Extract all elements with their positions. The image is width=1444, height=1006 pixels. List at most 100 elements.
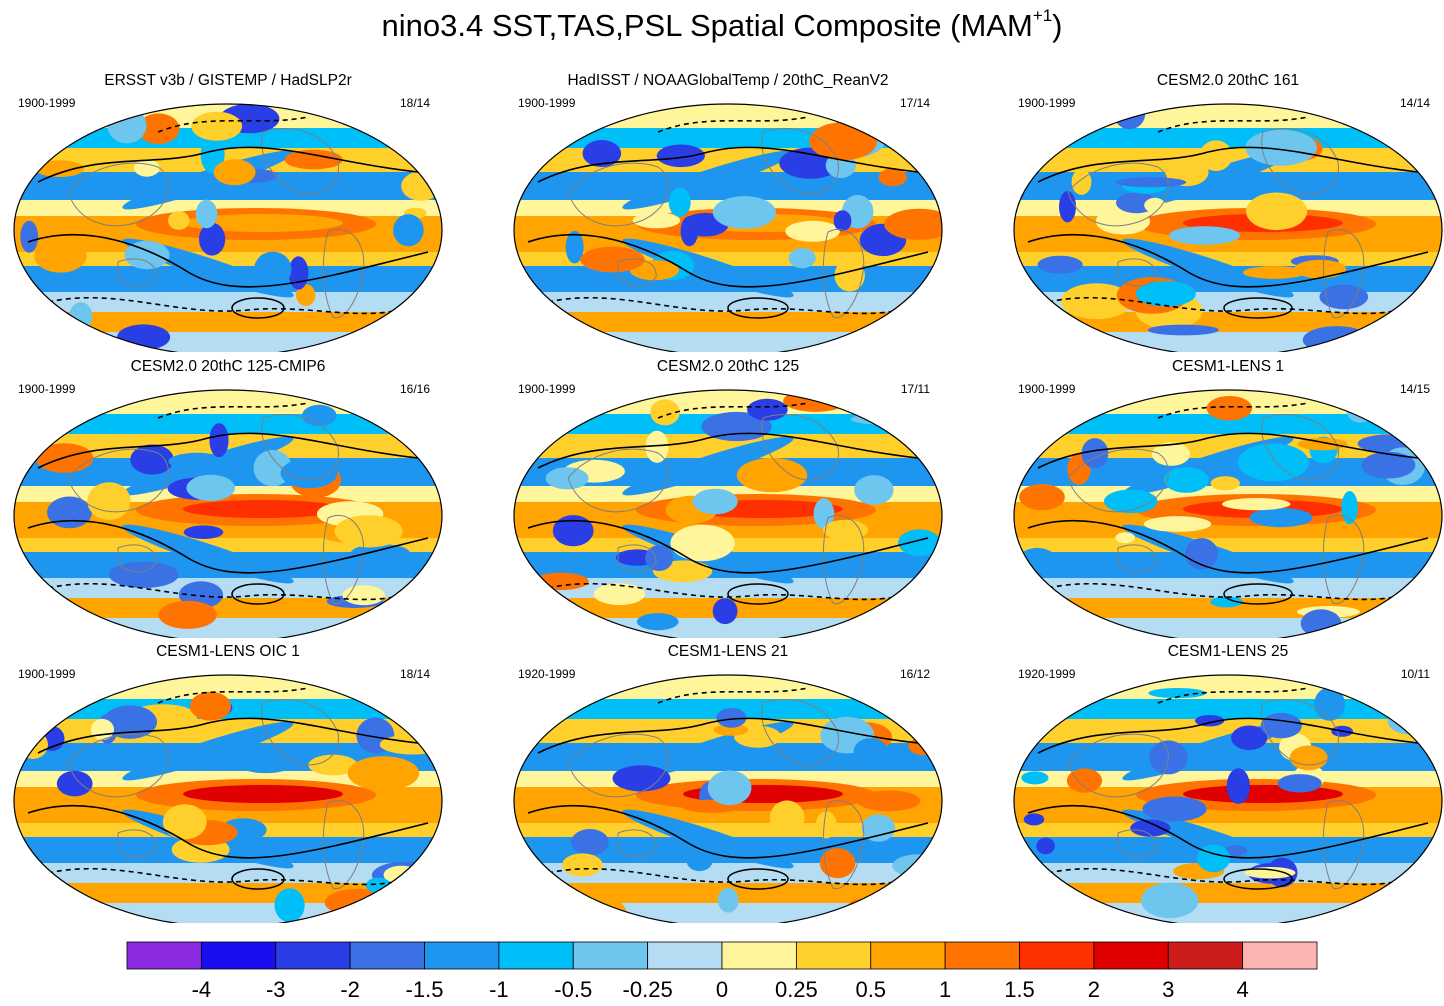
map-outline bbox=[13, 674, 443, 923]
anomaly-patch bbox=[736, 457, 808, 493]
panel-title: HadISST / NOAAGlobalTemp / 20thC_ReanV2 bbox=[567, 72, 889, 89]
coastline bbox=[567, 733, 669, 798]
anomaly-patch bbox=[19, 606, 59, 630]
psl-contour bbox=[27, 234, 429, 288]
anomaly-patch bbox=[1237, 443, 1309, 482]
anomaly-patch bbox=[213, 159, 256, 186]
anomaly-patch bbox=[707, 770, 752, 806]
psl-contour bbox=[527, 234, 929, 288]
psl-contour bbox=[47, 296, 409, 315]
anomaly-patch bbox=[1249, 508, 1313, 528]
anomaly-patch bbox=[713, 723, 749, 736]
colorbar-swatch bbox=[424, 941, 500, 970]
anomaly-patch bbox=[1019, 484, 1065, 511]
coastline bbox=[67, 162, 169, 227]
anomaly-patch bbox=[1036, 837, 1055, 855]
panel-years: 1920-1999 bbox=[518, 667, 576, 681]
title-superscript: +1 bbox=[1032, 5, 1053, 25]
anomaly-patch bbox=[668, 187, 691, 217]
anomaly-patch bbox=[130, 444, 174, 475]
anomaly-patch bbox=[880, 608, 939, 638]
map-panel: CESM1-LENS 1 1900-1999 14/15 bbox=[1008, 358, 1444, 638]
anomaly-patch bbox=[848, 898, 883, 911]
psl-contour bbox=[37, 717, 419, 754]
anomaly-patch bbox=[1361, 451, 1416, 479]
colorbar-tick-label: -0.5 bbox=[554, 977, 592, 1002]
coastline bbox=[1117, 829, 1157, 858]
map-svg bbox=[13, 674, 443, 923]
anomaly-patch bbox=[884, 208, 942, 240]
anomaly-patch bbox=[686, 849, 713, 872]
psl-contour bbox=[657, 116, 809, 133]
panel-title: CESM2.0 20thC 125-CMIP6 bbox=[130, 358, 326, 375]
colorbar-swatch bbox=[275, 941, 351, 970]
map-outline bbox=[1013, 389, 1443, 638]
psl-contour bbox=[547, 582, 909, 601]
anomaly-patch bbox=[822, 519, 869, 541]
anomaly-patch bbox=[284, 149, 343, 170]
colorbar-tick-label: -3 bbox=[266, 977, 286, 1002]
anomaly-patch bbox=[769, 800, 805, 836]
anomaly-patch bbox=[593, 583, 646, 606]
anomaly-patch bbox=[409, 600, 427, 622]
anomaly-patch bbox=[632, 212, 681, 229]
coastline bbox=[761, 414, 839, 481]
anomaly-band bbox=[14, 414, 442, 434]
anomaly-patch bbox=[324, 888, 390, 916]
panel-ratio: 16/16 bbox=[399, 382, 430, 396]
coastline bbox=[67, 733, 169, 798]
map-outline bbox=[513, 389, 943, 638]
anomaly-patch bbox=[1021, 771, 1049, 785]
anomaly-patch bbox=[1113, 104, 1146, 130]
anomaly-patch bbox=[1142, 796, 1207, 822]
anomaly-patch bbox=[34, 160, 85, 177]
colorbar-swatch bbox=[944, 941, 1020, 970]
anomaly-patch bbox=[308, 754, 358, 776]
panel-ratio: 10/11 bbox=[1400, 667, 1430, 681]
coastline bbox=[761, 699, 839, 766]
anomaly-patch bbox=[56, 770, 93, 797]
anomaly-patch bbox=[1210, 476, 1240, 491]
colorbar-tick-label: -0.25 bbox=[623, 977, 673, 1002]
map-outline bbox=[1013, 674, 1443, 923]
anomaly-band bbox=[14, 538, 442, 552]
colorbar-swatch bbox=[1242, 941, 1318, 970]
anomaly-patch bbox=[1294, 259, 1347, 279]
anomaly-patch bbox=[20, 220, 39, 253]
coastline bbox=[617, 829, 657, 858]
anomaly-band bbox=[514, 332, 942, 352]
cold-arm-south bbox=[622, 809, 794, 869]
colorbar-swatch bbox=[795, 941, 872, 970]
psl-contour bbox=[231, 868, 285, 890]
colorbar-swatch bbox=[349, 941, 425, 970]
anomaly-patch bbox=[342, 585, 386, 606]
anomaly-patch bbox=[168, 452, 226, 470]
anomaly-patch bbox=[191, 111, 243, 141]
anomaly-patch bbox=[1245, 129, 1317, 166]
coastline bbox=[261, 128, 339, 195]
anomaly-patch bbox=[1371, 605, 1422, 617]
panel-title: CESM2.0 20thC 125 bbox=[656, 358, 800, 375]
psl-contour bbox=[1027, 805, 1429, 859]
colorbar-swatch bbox=[647, 941, 723, 970]
psl-contour bbox=[1223, 297, 1293, 319]
anomaly-patch bbox=[288, 256, 309, 290]
anomaly-patch bbox=[18, 320, 90, 352]
anomaly-patch bbox=[788, 248, 816, 269]
coastline bbox=[761, 128, 839, 195]
cold-arm-south bbox=[122, 524, 294, 584]
anomaly-patch bbox=[108, 561, 179, 588]
anomaly-patch bbox=[1277, 774, 1322, 793]
psl-contour bbox=[1047, 867, 1409, 886]
panel-title: CESM1-LENS 21 bbox=[667, 643, 789, 660]
panel-years: 1900-1999 bbox=[1018, 96, 1076, 110]
cold-arm-north bbox=[122, 721, 294, 781]
anomaly-band bbox=[14, 252, 442, 266]
map-svg bbox=[13, 103, 443, 352]
anomaly-patch bbox=[195, 199, 218, 229]
anomaly-patch bbox=[1314, 687, 1345, 721]
anomaly-patch bbox=[254, 251, 292, 287]
colorbar-swatch bbox=[498, 941, 574, 970]
anomaly-patch bbox=[17, 730, 48, 759]
psl-contour bbox=[1157, 116, 1309, 133]
